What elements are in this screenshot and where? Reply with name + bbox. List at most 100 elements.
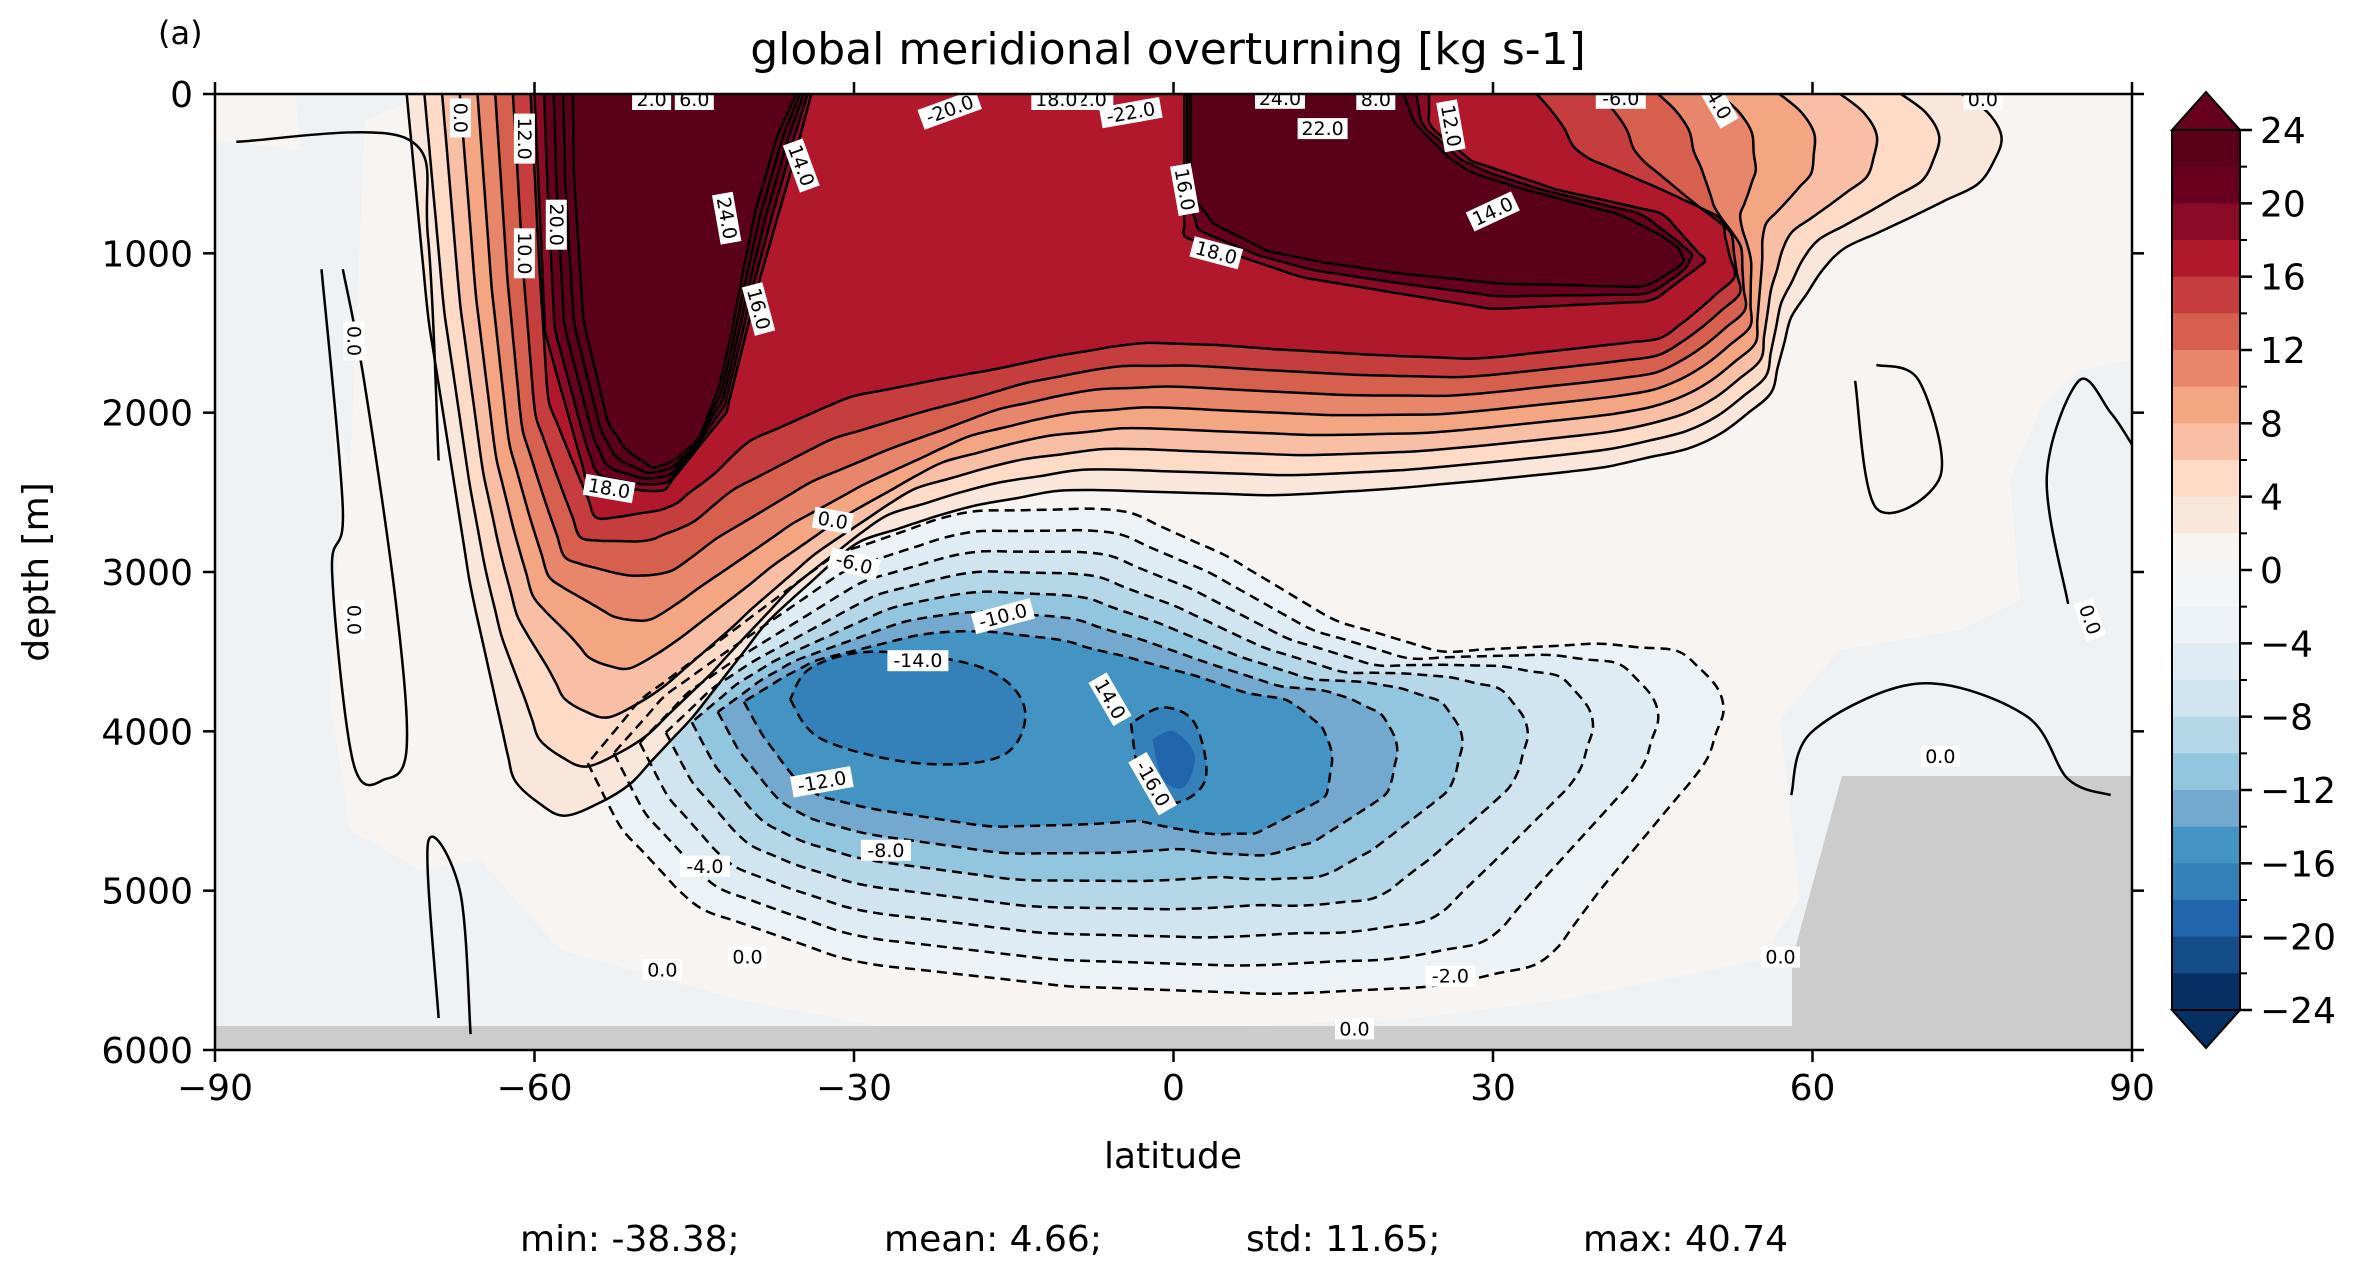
- contour-label-box: [1255, 94, 1305, 109]
- contour-label: 18.0: [1031, 89, 1082, 111]
- colorbar-swatch: [2172, 826, 2240, 864]
- colorbar-tick-label: 16: [2260, 258, 2306, 299]
- contour-label-box: [1595, 94, 1646, 109]
- contour-label-text: 0.0: [816, 508, 850, 535]
- contour-label-text: 0.0: [1968, 89, 1998, 111]
- contour-label-text: 22.0: [1301, 118, 1343, 140]
- contour-label-box: [917, 94, 982, 130]
- colorbar-swatch: [2172, 496, 2240, 534]
- contour-label-box: [513, 113, 535, 164]
- contour-label-text: -6.0: [1602, 88, 1639, 110]
- contour-label: 24.0: [1255, 88, 1305, 110]
- x-tick-label: 0: [1162, 1068, 1185, 1109]
- contour-label-text: 0.0: [342, 605, 364, 635]
- contour-label-box: [343, 600, 365, 640]
- contour-label-text: -14.0: [893, 650, 942, 672]
- contour-label: 22.0: [1297, 118, 1348, 140]
- contour-label: 0.0: [1335, 1018, 1374, 1040]
- northern-core-band: [1190, 94, 1684, 287]
- contour-label: 0.0: [1963, 89, 2003, 111]
- contour-label-text: 0.0: [647, 959, 677, 981]
- southern-core-band: [572, 94, 797, 468]
- positive-contour-line: [511, 94, 1742, 543]
- contour-label-box: [632, 94, 672, 110]
- negative-deep-core: [1152, 730, 1196, 789]
- zero-contour-line: [2045, 377, 2132, 605]
- northern-core-contour-line: [1188, 94, 1686, 289]
- contour-lines: [236, 94, 2132, 1035]
- contour-label-box: [1031, 94, 1082, 110]
- colorbar-swatch: [2172, 643, 2240, 681]
- contour-label: 0.0: [342, 321, 365, 361]
- colorbar-swatch: [2172, 790, 2240, 828]
- contour-label-text: 18.0: [1035, 89, 1077, 111]
- contour-label-text: 0.0: [342, 326, 364, 356]
- abyssal-negative-cell: [587, 508, 1724, 994]
- zero-contour-line: [320, 269, 409, 787]
- contour-label: 20.0: [545, 199, 567, 250]
- stat-min: min: -38.38;: [520, 1219, 740, 1260]
- colorbar-swatch: [2172, 166, 2240, 204]
- colorbar: 24 20 16 12 8 4 0 −4 −8 −12 −16 −20 −24: [2169, 90, 2336, 1050]
- contour-label-box: [1761, 946, 1800, 968]
- contour-label-text: 0.0: [1765, 947, 1795, 969]
- colorbar-tick-label: −20: [2260, 918, 2336, 959]
- colorbar-tick-label: 20: [2260, 184, 2306, 225]
- contour-label-box: [741, 282, 776, 336]
- contour-label-box: [1356, 94, 1396, 110]
- contour-label-box: [1465, 191, 1520, 232]
- colorbar-tick-label: −4: [2260, 624, 2313, 665]
- contour-label-text: 24.0: [1259, 88, 1301, 110]
- colorbar-swatch: [2172, 570, 2240, 608]
- colorbar-swatch: [2172, 936, 2240, 974]
- colorbar-swatch: [2172, 753, 2240, 791]
- colorbar-swatch: [2172, 203, 2240, 241]
- y-tick-label: 5000: [101, 872, 193, 913]
- contour-label-text: 20.0: [545, 204, 567, 246]
- contour-label: 0.0: [449, 98, 471, 138]
- contour-label-box: [1170, 163, 1200, 216]
- colorbar-tick-label: 24: [2260, 111, 2306, 152]
- contour-label-text: 12.0: [513, 117, 535, 159]
- contour-label-box: [827, 546, 881, 581]
- land-mask-seafloor: [215, 1026, 1792, 1050]
- contour-label-text: 0.0: [1339, 1018, 1369, 1040]
- colorbar-extend-bottom: [2169, 1009, 2243, 1050]
- y-tick-label: 6000: [101, 1031, 193, 1072]
- negative-contour-line: [638, 549, 1595, 939]
- positive-contour-line: [529, 94, 1737, 521]
- panel-label: (a): [158, 14, 203, 52]
- contour-label: 0.0: [811, 506, 854, 535]
- zero-contour-line: [236, 130, 440, 461]
- contour-label-box: [970, 598, 1036, 635]
- positive-contour-line: [458, 94, 1817, 671]
- colorbar-swatch: [2172, 606, 2240, 644]
- x-tick-label: 30: [1470, 1068, 1516, 1109]
- negative-contour-line: [586, 507, 1725, 995]
- contour-label-box: [674, 94, 714, 110]
- field-region-near-zero-negative: [215, 94, 760, 470]
- contour-label-box: [545, 199, 567, 250]
- contour-label: -8.0: [860, 839, 911, 862]
- contour-label-box: [712, 191, 742, 245]
- contour-label: 8.0: [1356, 94, 1396, 111]
- contour-label: -14.0: [887, 650, 949, 672]
- contour-label: 0.0: [642, 959, 682, 981]
- negative-contour-line: [716, 610, 1399, 857]
- contour-label: -6.0: [1595, 88, 1646, 110]
- y-tick-label: 4000: [101, 712, 193, 753]
- positive-contour-line: [476, 94, 1758, 623]
- contour-label: 0.0: [1761, 946, 1800, 969]
- contour-label-box: [1425, 965, 1476, 987]
- contour-label-text: -8.0: [867, 840, 904, 862]
- contour-label: 0.0: [1920, 745, 1960, 768]
- colorbar-swatch: [2172, 973, 2240, 1011]
- contour-label-box: [1335, 1018, 1374, 1040]
- contour-label-box: [1297, 118, 1348, 140]
- y-tick-label: 3000: [101, 553, 193, 594]
- contour-label-text: 0.0: [1925, 746, 1955, 768]
- southern-core-contour-line: [533, 94, 813, 493]
- contour-label-box: [790, 766, 854, 798]
- contour-label-box: [1189, 236, 1244, 270]
